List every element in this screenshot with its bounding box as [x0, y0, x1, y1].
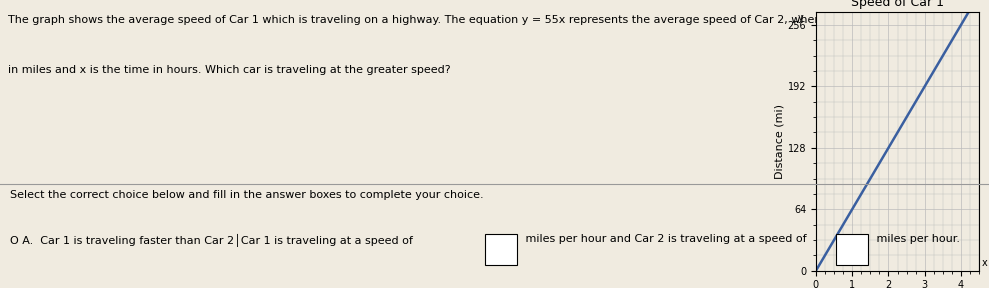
Y-axis label: Distance (mi): Distance (mi)	[774, 104, 785, 179]
Text: y: y	[798, 14, 803, 23]
Text: in miles and x is the time in hours. Which car is traveling at the greater speed: in miles and x is the time in hours. Whi…	[8, 65, 451, 75]
Text: miles per hour.: miles per hour.	[873, 234, 960, 244]
Text: O A.  Car 1 is traveling faster than Car 2│Car 1 is traveling at a speed of: O A. Car 1 is traveling faster than Car …	[10, 234, 416, 247]
Text: The graph shows the average speed of Car 1 which is traveling on a highway. The : The graph shows the average speed of Car…	[8, 15, 921, 25]
Bar	[836, 234, 868, 265]
Text: miles per hour and Car 2 is traveling at a speed of: miles per hour and Car 2 is traveling at…	[522, 234, 810, 244]
Bar	[485, 234, 517, 265]
Title: Speed of Car 1: Speed of Car 1	[851, 0, 944, 9]
Text: x: x	[982, 258, 988, 268]
Text: Select the correct choice below and fill in the answer boxes to complete your ch: Select the correct choice below and fill…	[10, 190, 484, 200]
